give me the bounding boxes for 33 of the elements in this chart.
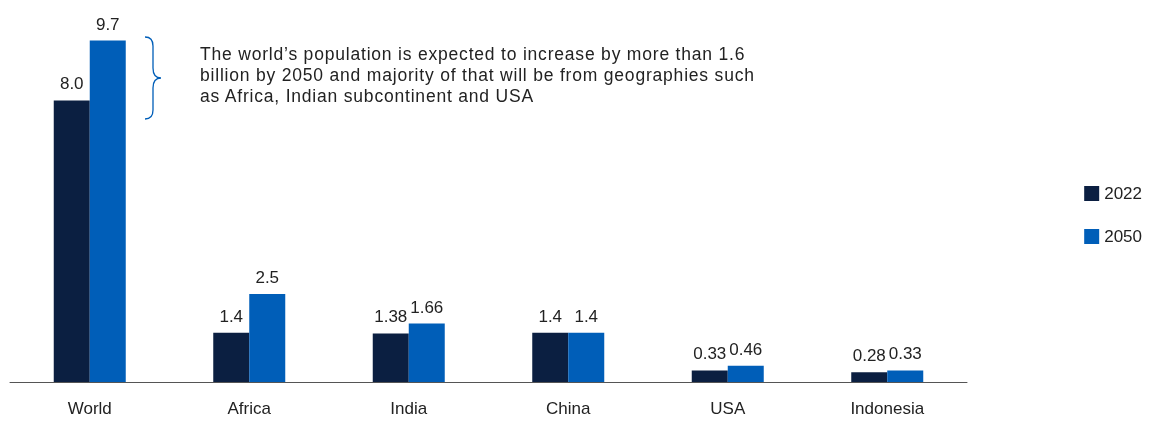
annotation: The world’s population is expected to increase by more than 1.6 billion by 2050 and majority of that will be from geographies such as Africa, Indian subcontinent and USA	[200, 44, 756, 107]
bar	[532, 332, 569, 382]
x-tick-label: China	[546, 399, 591, 418]
bar	[568, 332, 605, 382]
bar	[408, 323, 445, 382]
data-label: 2.5	[255, 268, 280, 287]
x-tick-label: Africa	[227, 399, 272, 418]
x-tick-label: USA	[710, 399, 746, 418]
bar	[53, 100, 90, 382]
data-label: 9.7	[95, 14, 120, 34]
x-tick-label: World	[67, 399, 112, 418]
data-label: 0.28	[852, 346, 886, 366]
bar	[89, 40, 126, 382]
bar	[727, 365, 764, 382]
data-label: 1.66	[410, 297, 444, 317]
x-tick-label: India	[390, 399, 428, 418]
bar	[887, 370, 924, 382]
bar	[691, 370, 728, 382]
data-label: 0.46	[729, 339, 763, 359]
data-label: 1.4	[574, 306, 599, 326]
x-tick-label: Indonesia	[850, 399, 925, 418]
data-label: 0.33	[888, 344, 922, 364]
bar	[851, 372, 888, 382]
data-label: 1.4	[219, 306, 244, 326]
data-label: 1.38	[374, 307, 408, 327]
data-label: 0.33	[693, 344, 727, 364]
legend-label: 2022	[1104, 184, 1143, 203]
bar	[372, 333, 409, 382]
legend-label: 2050	[1104, 227, 1143, 246]
data-label: 8.0	[59, 74, 84, 94]
bar	[213, 332, 250, 382]
data-label: 1.4	[538, 306, 563, 326]
bar	[249, 294, 286, 382]
